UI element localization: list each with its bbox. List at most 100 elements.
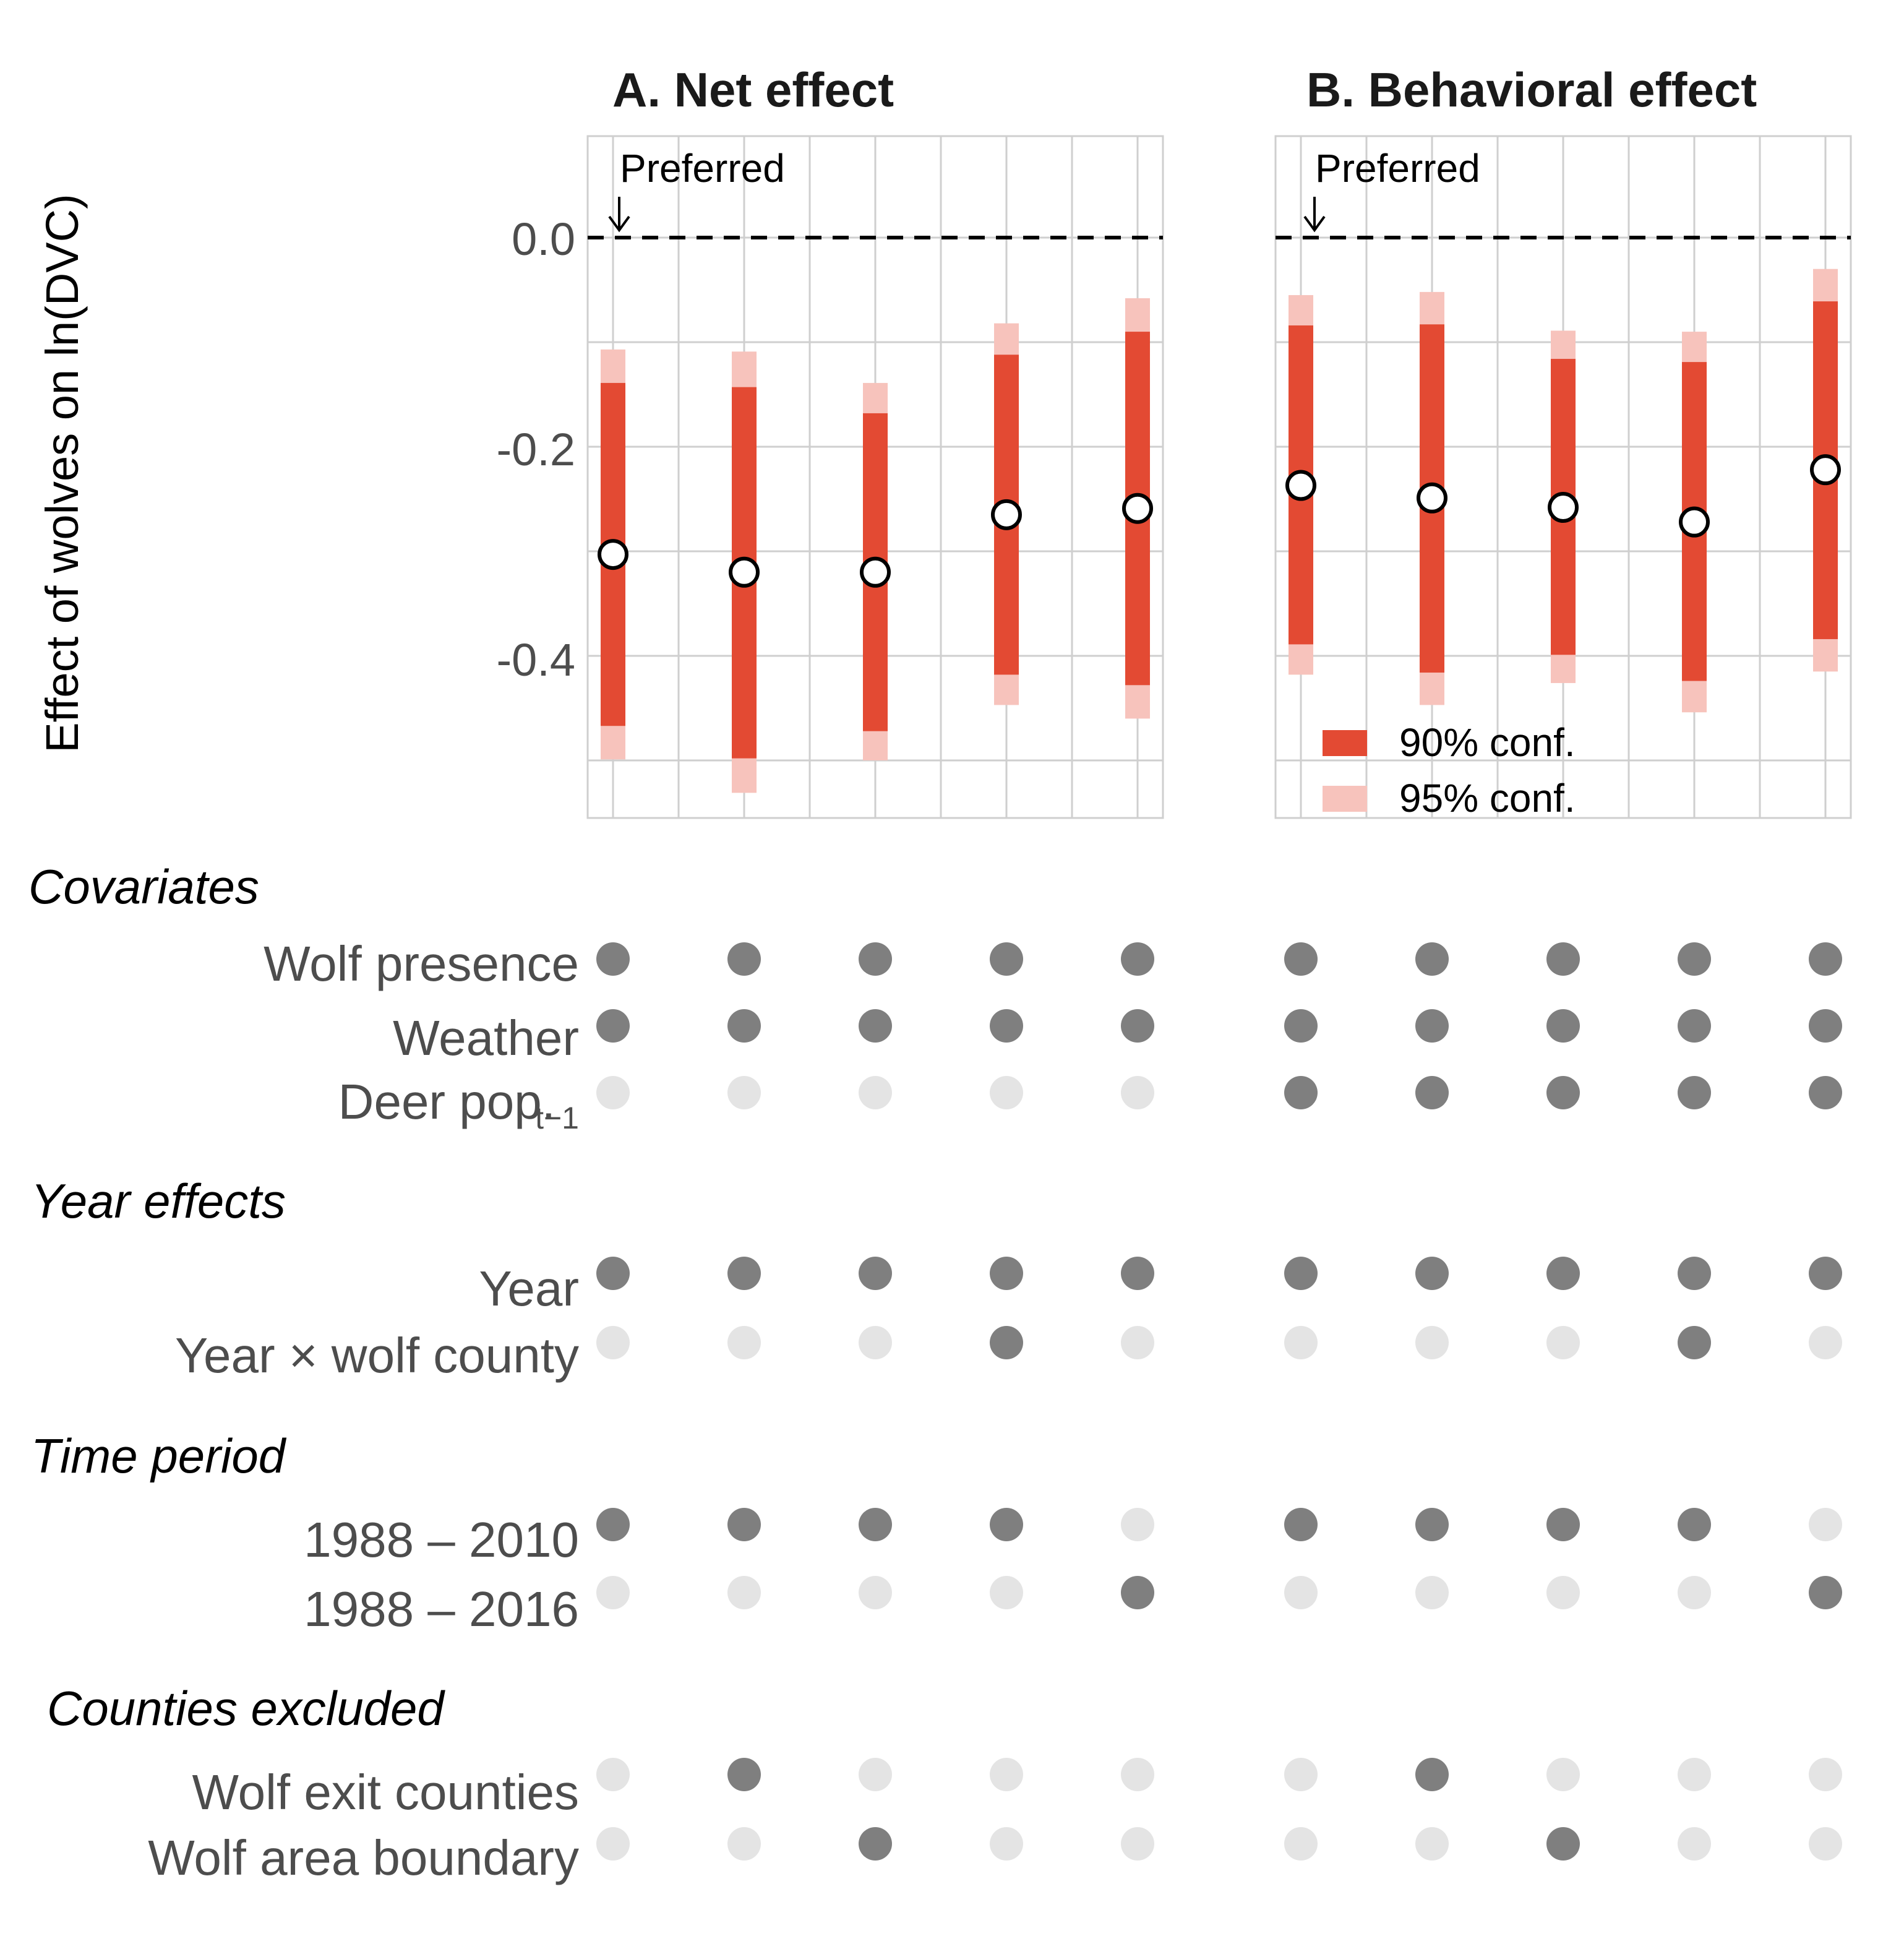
point-estimate xyxy=(598,539,628,570)
dot-excluded xyxy=(1415,1827,1449,1861)
dot-included xyxy=(1678,1009,1711,1043)
row-label: 1988 – 2016 xyxy=(304,1581,579,1637)
dot-excluded xyxy=(596,1576,630,1609)
panel-behavioral-effect xyxy=(1274,135,1852,819)
section-title: Time period xyxy=(31,1429,287,1483)
dot-included xyxy=(990,1009,1023,1043)
dot-included xyxy=(990,1326,1023,1359)
point-estimate xyxy=(1285,470,1316,501)
dot-included xyxy=(1415,1009,1449,1043)
row-label: Year xyxy=(479,1261,579,1316)
dot-excluded xyxy=(1121,1758,1154,1791)
row-label: Deer pop. xyxy=(338,1074,555,1129)
dot-included xyxy=(1546,1076,1580,1109)
legend: 90% conf. 95% conf. xyxy=(1323,720,1576,820)
preferred-annotation-a: Preferred xyxy=(608,146,785,233)
dot-excluded xyxy=(1121,1508,1154,1541)
dot-included xyxy=(1415,1076,1449,1109)
row-label: Wolf area boundary xyxy=(148,1830,579,1885)
point-estimate xyxy=(1679,506,1710,538)
legend-swatch-95 xyxy=(1323,786,1367,812)
dot-excluded xyxy=(1284,1326,1318,1359)
legend-swatch-90 xyxy=(1323,730,1367,756)
dot-included xyxy=(1415,1758,1449,1791)
dot-included xyxy=(990,942,1023,976)
dot-included xyxy=(1121,1257,1154,1290)
section-title: Covariates xyxy=(28,859,259,914)
dot-included xyxy=(727,942,761,976)
point-estimate xyxy=(991,499,1022,530)
legend-label-95: 95% conf. xyxy=(1399,776,1576,820)
dot-excluded xyxy=(990,1076,1023,1109)
dot-excluded xyxy=(596,1827,630,1861)
dot-excluded xyxy=(990,1758,1023,1791)
section-title: Year effects xyxy=(31,1174,286,1228)
dot-included xyxy=(596,1508,630,1541)
dot-included xyxy=(859,1508,892,1541)
dot-included xyxy=(1546,1827,1580,1861)
dot-excluded xyxy=(990,1576,1023,1609)
point-estimate xyxy=(1548,492,1579,523)
row-label: Wolf exit counties xyxy=(192,1765,579,1820)
dot-excluded xyxy=(1284,1576,1318,1609)
preferred-label: Preferred xyxy=(1315,146,1480,191)
dot-excluded xyxy=(727,1576,761,1609)
dot-excluded xyxy=(1809,1508,1842,1541)
dot-excluded xyxy=(1284,1758,1318,1791)
dot-included xyxy=(1546,1009,1580,1043)
dot-excluded xyxy=(1678,1758,1711,1791)
row-label: Weather xyxy=(393,1010,579,1065)
dot-included xyxy=(1678,942,1711,976)
legend-label-90: 90% conf. xyxy=(1399,720,1576,765)
dot-included xyxy=(596,1009,630,1043)
dot-included xyxy=(1415,1257,1449,1290)
panel-net-effect xyxy=(586,135,1164,819)
dot-included xyxy=(1546,942,1580,976)
dot-included xyxy=(859,1009,892,1043)
dot-included xyxy=(1415,942,1449,976)
dot-excluded xyxy=(1809,1827,1842,1861)
dot-excluded xyxy=(1121,1326,1154,1359)
dot-included xyxy=(1415,1508,1449,1541)
dot-excluded xyxy=(1284,1827,1318,1861)
dot-included xyxy=(1284,1257,1318,1290)
dot-included xyxy=(596,942,630,976)
dot-excluded xyxy=(1546,1326,1580,1359)
dot-excluded xyxy=(727,1076,761,1109)
dot-excluded xyxy=(1121,1076,1154,1109)
panel-border xyxy=(586,135,1164,819)
dot-included xyxy=(727,1257,761,1290)
panel-a-title: A. Net effect xyxy=(612,62,894,117)
dot-included xyxy=(1678,1257,1711,1290)
dot-excluded xyxy=(859,1576,892,1609)
dot-excluded xyxy=(1546,1758,1580,1791)
preferred-label: Preferred xyxy=(620,146,785,191)
dot-included xyxy=(1121,1009,1154,1043)
row-label: Wolf presence xyxy=(264,936,579,991)
y-tick-label: 0.0 xyxy=(512,213,575,265)
dot-excluded xyxy=(1678,1576,1711,1609)
dot-included xyxy=(990,1257,1023,1290)
dot-included xyxy=(1284,1009,1318,1043)
dot-included xyxy=(1678,1076,1711,1109)
dot-excluded xyxy=(859,1076,892,1109)
dot-included xyxy=(1809,1009,1842,1043)
dot-included xyxy=(1121,942,1154,976)
dot-included xyxy=(1809,1576,1842,1609)
matrix-dots xyxy=(596,942,1842,1861)
dot-included xyxy=(596,1257,630,1290)
dot-excluded xyxy=(727,1326,761,1359)
dot-included xyxy=(1284,942,1318,976)
down-arrow-icon xyxy=(608,197,630,233)
panel-border xyxy=(1274,135,1852,819)
dot-included xyxy=(1121,1576,1154,1609)
dot-included xyxy=(859,1257,892,1290)
preferred-annotation-b: Preferred xyxy=(1303,146,1480,233)
y-tick-label: -0.2 xyxy=(496,424,575,475)
dot-excluded xyxy=(596,1076,630,1109)
dot-excluded xyxy=(1809,1758,1842,1791)
dot-included xyxy=(1546,1257,1580,1290)
dot-included xyxy=(990,1508,1023,1541)
y-tick-label: -0.4 xyxy=(496,634,575,686)
point-estimate xyxy=(1122,493,1153,524)
